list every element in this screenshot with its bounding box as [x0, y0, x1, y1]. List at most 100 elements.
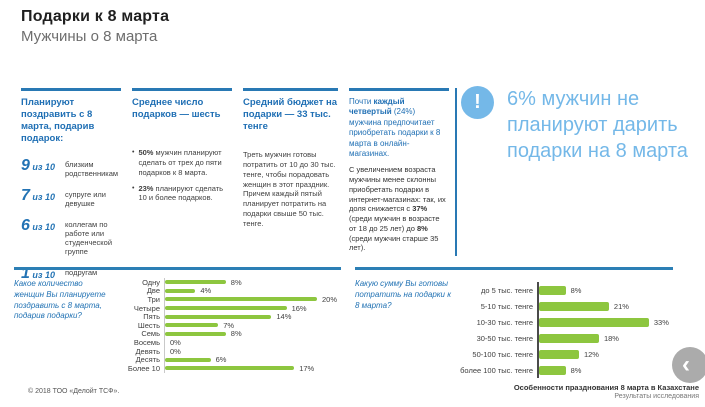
- page-subtitle: Мужчины о 8 марта: [21, 28, 158, 45]
- bullet-item: • 23% планируют сделать 10 и более подар…: [132, 184, 232, 204]
- report-subtitle: Результаты исследования: [614, 393, 699, 400]
- chart-question: Какое количество женщин Вы планируете по…: [14, 279, 106, 321]
- chart-bar-cell: 0%: [164, 338, 341, 347]
- chart-section-budget: Какую сумму Вы готовы потратить на подар…: [355, 267, 673, 378]
- chart-row: 50-100 тыс. тенге 12%: [455, 346, 673, 362]
- chart-bar: [539, 285, 566, 295]
- stat-suffix: из 10: [29, 221, 56, 232]
- stat-number: 9: [21, 156, 30, 174]
- bullet-icon: •: [132, 149, 135, 157]
- chart-row: Четыре 16%: [118, 304, 341, 313]
- chart-bar: [539, 333, 599, 343]
- chart-value-label: 8%: [570, 285, 582, 295]
- bullet-bold: 50%: [138, 148, 154, 158]
- chart-category-label: Девять: [135, 346, 160, 356]
- chart-value-label: 21%: [613, 301, 629, 311]
- chart-category-label: Шесть: [137, 320, 160, 330]
- info-columns: Планируют поздравить с 8 марта, подарив …: [21, 88, 449, 292]
- bar-chart-budget: до 5 тыс. тенге 8% 5-10 тыс. тенге 21% 10-30…: [455, 270, 673, 378]
- chart-bar-cell: 16%: [164, 304, 341, 313]
- chart-category-label: 50-100 тыс. тенге: [472, 349, 533, 359]
- chart-bar-cell: 12%: [537, 346, 673, 362]
- stat-number: 6: [21, 216, 30, 234]
- body-paragraph: Треть мужчин готовы потратить от 10 до 3…: [243, 150, 336, 189]
- bullet-item: • 50% мужчин планируют сделать от трех д…: [132, 148, 232, 177]
- callout-text: 6% мужчин не планируют дарить подарки на…: [507, 88, 688, 162]
- stat-number: 7: [21, 186, 30, 204]
- chart-bar: [165, 288, 196, 293]
- column-heading: Планируют поздравить с 8 марта, подарив …: [21, 97, 95, 145]
- chart-value-label: 18%: [603, 333, 619, 343]
- chart-bar-cell: 6%: [164, 355, 341, 364]
- chart-value-label: 20%: [322, 294, 338, 304]
- chart-bar-cell: 7%: [164, 321, 341, 330]
- chart-value-label: 0%: [170, 337, 181, 347]
- stat-label: близким родственникам: [65, 159, 119, 178]
- chart-bar-cell: 4%: [164, 286, 341, 295]
- stat-row: 9 из 10 близким родственникам: [21, 157, 121, 178]
- chart-bar-cell: 33%: [537, 314, 673, 330]
- chart-row: Две 4%: [118, 286, 341, 296]
- chart-category-label: Три: [147, 294, 160, 304]
- vertical-divider: [455, 88, 457, 256]
- chart-bar: [165, 280, 226, 285]
- stat-suffix: из 10: [29, 269, 56, 280]
- chart-row: до 5 тыс. тенге 8%: [455, 282, 673, 298]
- chart-bar: [165, 366, 295, 371]
- chart-category-label: Две: [146, 286, 160, 296]
- chart-bar-cell: 8%: [164, 329, 341, 339]
- bullet-text: планируют сделать 10 и более подарков.: [138, 183, 224, 203]
- stat-label: подругам: [65, 267, 98, 277]
- column-heading: Среднее число подарков — шесть: [132, 97, 221, 121]
- chart-bar: [539, 349, 579, 359]
- chart-value-label: 33%: [653, 317, 669, 327]
- stats-list: 9 из 10 близким родственникам 7 из 10 су…: [21, 157, 121, 283]
- chart-row: Девять 0%: [118, 347, 341, 356]
- chart-bar: [165, 323, 219, 328]
- chart-row: Шесть 7%: [118, 321, 341, 330]
- chart-bar-cell: 0%: [164, 347, 341, 356]
- chart-category-label: более 100 тыс. тенге: [460, 365, 533, 375]
- stat-suffix: из 10: [29, 161, 56, 172]
- chart-row: Десять 6%: [118, 355, 341, 364]
- bullet-list: • 50% мужчин планируют сделать от трех д…: [132, 148, 232, 203]
- report-title: Особенности празднования 8 марта в Казах…: [513, 383, 699, 392]
- chart-bar-cell: 8%: [164, 278, 341, 287]
- page-title: Подарки к 8 марта: [21, 8, 170, 25]
- chevron-left-icon: ‹: [682, 351, 690, 378]
- bullet-text: мужчин планируют сделать от трех до пяти…: [138, 148, 222, 177]
- chart-value-label: 7%: [223, 320, 235, 330]
- lead-paragraph: Почти каждый четвертый (24%) мужчина пре…: [349, 97, 441, 158]
- stat-label: коллегам по работе или студенческой груп…: [65, 219, 113, 256]
- stat-row: 1 из 10 подругам: [21, 265, 121, 283]
- copyright: © 2018 ТОО «Делойт ТСФ».: [28, 388, 120, 395]
- chart-bar: [539, 301, 609, 311]
- back-button[interactable]: ‹: [672, 347, 705, 383]
- chart-category-label: до 5 тыс. тенге: [480, 285, 533, 295]
- chart-category-label: Пять: [143, 312, 160, 322]
- chart-row: Пять 14%: [118, 312, 341, 321]
- chart-category-label: Четыре: [133, 303, 160, 313]
- chart-value-label: 17%: [299, 363, 315, 373]
- column-average-gifts: Среднее число подарков — шесть • 50% муж…: [132, 88, 232, 292]
- chart-bar: [165, 306, 287, 311]
- chart-value-label: 8%: [570, 365, 582, 375]
- chart-section-gift-count: Какое количество женщин Вы планируете по…: [14, 267, 341, 373]
- chart-row: Более 10 17%: [118, 364, 341, 373]
- exclamation-icon: !: [461, 86, 494, 119]
- chart-bar: [539, 365, 566, 375]
- chart-value-label: 8%: [230, 329, 242, 339]
- column-average-budget: Средний бюджет на подарки — 33 тыс. тенг…: [243, 88, 338, 292]
- chart-category-label: Одну: [142, 277, 160, 287]
- stat-row: 7 из 10 супруге или девушке: [21, 187, 121, 208]
- chart-row: 30-50 тыс. тенге 18%: [455, 330, 673, 346]
- report-footer: Особенности празднования 8 марта в Казах…: [514, 383, 699, 400]
- chart-row: Восемь 0%: [118, 338, 341, 347]
- chart-category-label: Восемь: [133, 337, 160, 347]
- chart-category-label: 30-50 тыс. тенге: [476, 333, 533, 343]
- stat-row: 6 из 10 коллегам по работе или студенчес…: [21, 217, 121, 256]
- bullet-bold: 23%: [138, 183, 154, 193]
- stat-label: супруге или девушке: [65, 189, 106, 208]
- chart-bar-cell: 8%: [537, 362, 673, 378]
